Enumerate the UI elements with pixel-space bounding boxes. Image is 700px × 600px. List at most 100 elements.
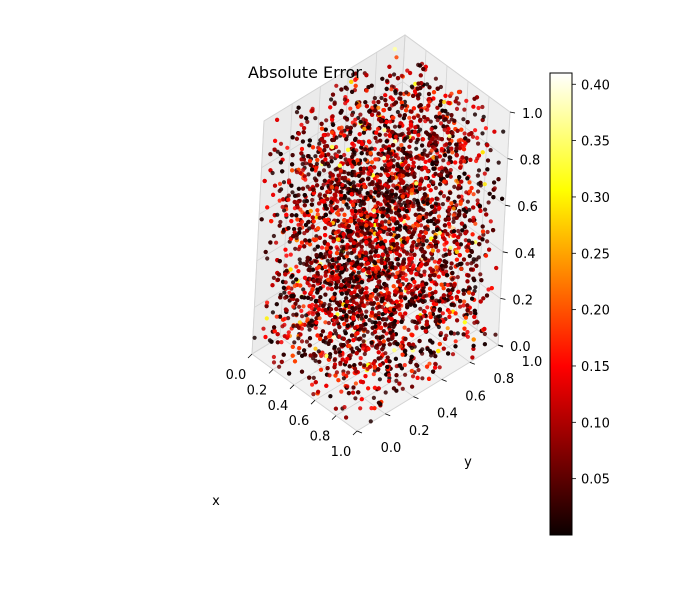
scatter-point	[289, 219, 294, 224]
scatter-point	[275, 332, 280, 337]
scatter-point	[358, 112, 363, 117]
scatter-point	[395, 76, 401, 81]
scatter-point	[365, 151, 370, 156]
scatter-point	[350, 164, 355, 169]
scatter-point	[421, 238, 426, 243]
scatter-point	[342, 152, 347, 158]
scatter-point	[315, 183, 320, 188]
scatter-point	[483, 253, 489, 258]
scatter-point	[387, 178, 392, 183]
scatter-point	[271, 192, 276, 197]
scatter-point	[482, 331, 487, 337]
scatter-point	[295, 323, 300, 328]
scatter-point	[449, 91, 454, 96]
scatter-point	[446, 119, 451, 124]
scatter-point	[494, 265, 499, 271]
scatter-point	[389, 312, 394, 317]
scatter-point	[435, 219, 440, 224]
scatter-point	[466, 273, 471, 278]
scatter-point	[442, 237, 447, 242]
scatter-point	[378, 138, 383, 143]
scatter-point	[448, 174, 453, 179]
scatter-point	[373, 253, 378, 258]
scatter-point	[353, 137, 358, 142]
scatter-point	[412, 171, 417, 176]
scatter-point	[268, 240, 273, 245]
scatter-point	[450, 150, 455, 155]
scatter-point	[400, 352, 405, 357]
scatter-point	[376, 259, 381, 264]
scatter-point	[366, 139, 372, 144]
scatter-point	[466, 138, 471, 143]
scatter-point	[278, 160, 283, 165]
scatter-point	[431, 155, 436, 160]
scatter-point	[447, 251, 452, 256]
scatter-point	[441, 124, 446, 129]
scatter-point	[376, 105, 381, 110]
scatter-point	[464, 190, 469, 195]
scatter-point	[409, 84, 414, 89]
scatter-point	[387, 291, 392, 296]
scatter-point	[452, 184, 457, 189]
scatter-point	[390, 115, 395, 120]
scatter-point	[385, 78, 390, 83]
scatter-point	[311, 219, 316, 224]
scatter-point	[350, 173, 355, 178]
scatter-point	[291, 304, 296, 309]
scatter-point	[348, 129, 353, 134]
scatter-point	[445, 130, 450, 135]
scatter-point	[456, 186, 461, 191]
scatter-point	[442, 127, 447, 132]
scatter-point	[457, 209, 462, 214]
scatter-point	[364, 104, 369, 109]
scatter-point	[392, 124, 398, 129]
scatter-point	[357, 132, 362, 137]
scatter-point	[411, 342, 416, 347]
scatter-point	[310, 108, 315, 113]
scatter-point	[476, 189, 481, 194]
scatter-point	[437, 111, 442, 116]
scatter-point	[467, 218, 472, 223]
scatter-point	[339, 252, 344, 257]
scatter-point	[411, 106, 416, 111]
scatter-point	[445, 326, 450, 331]
scatter-point	[440, 311, 445, 316]
scatter-point	[388, 151, 393, 156]
scatter-point	[443, 229, 448, 234]
scatter-point	[425, 197, 430, 202]
scatter-point	[439, 148, 444, 153]
scatter-point	[501, 129, 506, 134]
scatter-point	[318, 252, 323, 257]
scatter-point	[361, 117, 366, 122]
scatter-point	[416, 81, 421, 86]
scatter-point	[427, 85, 432, 90]
scatter-point	[350, 271, 355, 276]
scatter-point	[390, 129, 395, 135]
scatter-point	[391, 242, 396, 247]
scatter-point	[427, 133, 433, 138]
scatter-point	[419, 273, 424, 278]
scatter-point	[441, 346, 446, 351]
scatter-point	[417, 242, 422, 247]
scatter-point	[296, 269, 301, 274]
scatter-point	[385, 231, 390, 237]
scatter-point	[478, 272, 483, 277]
scatter-point	[376, 111, 381, 116]
scatter-point	[373, 135, 378, 140]
scatter-point	[420, 156, 425, 161]
scatter-point	[449, 261, 454, 266]
scatter-point	[467, 290, 472, 295]
scatter-point	[405, 236, 410, 241]
scatter-point	[369, 83, 374, 88]
scatter-point	[417, 338, 422, 344]
scatter-point	[478, 299, 483, 304]
scatter-point	[466, 238, 472, 243]
scatter-point	[444, 269, 449, 274]
scatter-point	[328, 105, 333, 110]
scatter-point	[396, 146, 401, 151]
scatter-point	[477, 242, 482, 247]
scatter-point	[362, 126, 367, 131]
scatter-point	[458, 262, 463, 267]
scatter-point	[469, 249, 474, 254]
scatter-point	[390, 237, 395, 243]
